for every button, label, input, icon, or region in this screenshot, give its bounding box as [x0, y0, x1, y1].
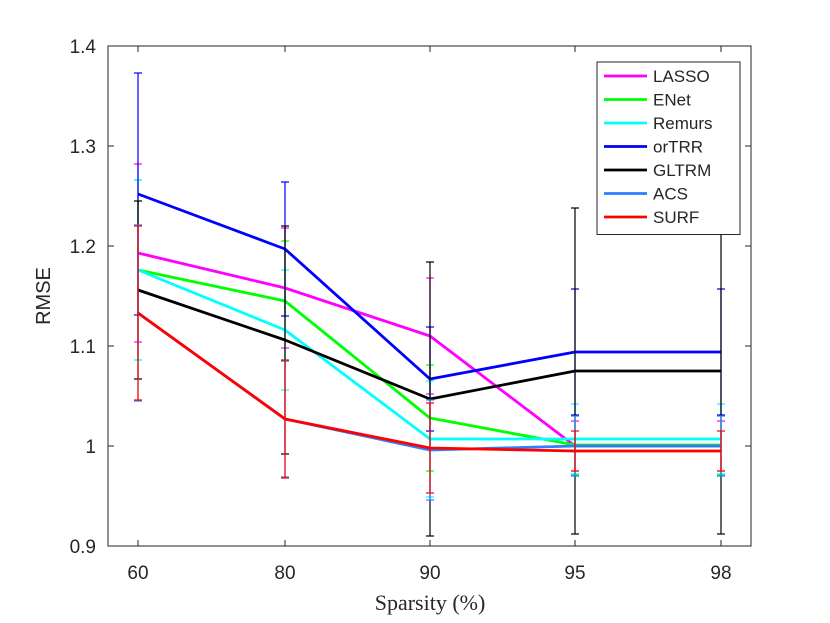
y-axis-label: RMSE [33, 267, 55, 325]
legend-label-acs: ACS [653, 185, 688, 204]
legend-label-gltrm: GLTRM [653, 161, 711, 180]
y-tick-label: 1.2 [70, 237, 96, 258]
legend-label-enet: ENet [653, 91, 691, 110]
x-tick-labels: 60 80 90 95 98 [127, 563, 731, 584]
y-tick-label: 1.4 [70, 37, 97, 58]
legend-label-ortrr: orTRR [653, 138, 703, 157]
x-tick-label: 90 [419, 563, 440, 584]
series-layer [134, 72, 725, 537]
legend-label-lasso: LASSO [653, 67, 710, 86]
series-surf [134, 225, 725, 494]
legend: LASSO ENet Remurs orTRR GLTRM ACS SURF [596, 61, 741, 235]
legend-label-remurs: Remurs [653, 114, 713, 133]
series-line-surf [137, 311, 721, 453]
x-tick-label: 60 [127, 563, 148, 584]
y-tick-label: 0.9 [70, 537, 96, 558]
y-tick-label: 1.3 [70, 137, 96, 158]
legend-box [596, 61, 741, 235]
x-axis-label: Sparsity (%) [375, 590, 486, 615]
x-tick-label: 95 [564, 563, 585, 584]
x-tick-label: 98 [710, 563, 731, 584]
axes-box [107, 45, 752, 547]
series-line-gltrm [137, 288, 721, 401]
y-tick-label: 1.1 [70, 337, 96, 358]
y-tick-labels: 0.9 1 1.1 1.2 1.3 1.4 [70, 37, 97, 558]
y-tick-label: 1 [85, 437, 96, 458]
legend-label-surf: SURF [653, 208, 699, 227]
x-tick-label: 80 [274, 563, 295, 584]
